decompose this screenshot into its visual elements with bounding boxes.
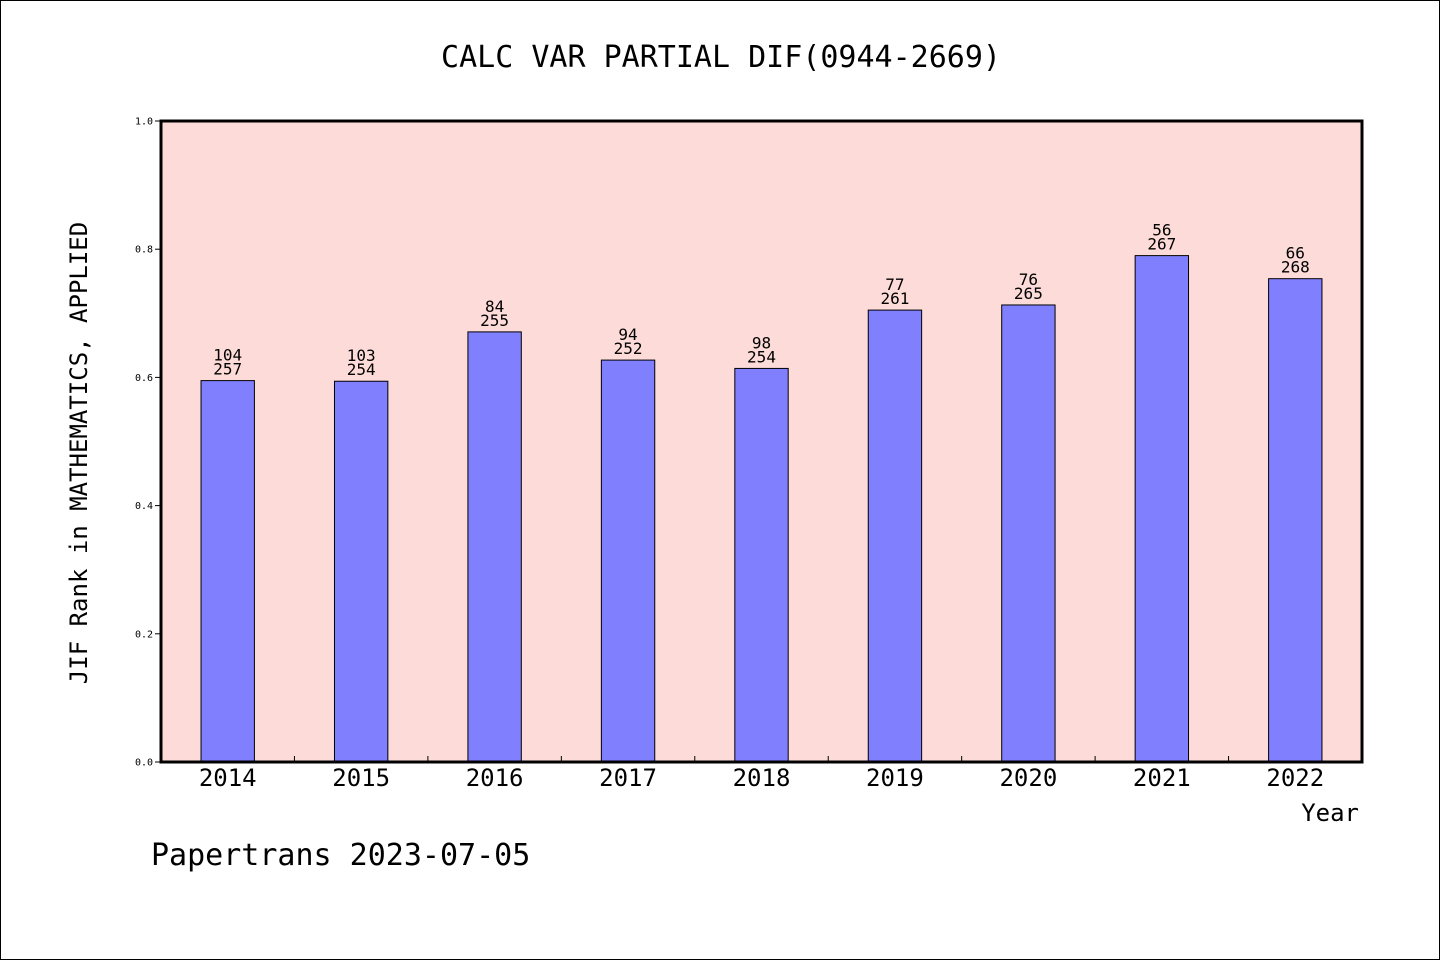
- x-tick-label: 2022: [1266, 764, 1324, 792]
- bar-rank-label: 84: [485, 297, 504, 316]
- footer-text: Papertrans 2023-07-05: [151, 838, 530, 873]
- bar-total-label: 254: [747, 347, 776, 366]
- x-tick-label: 2020: [999, 764, 1057, 792]
- bar-group: [200, 255, 1323, 763]
- x-tick-label: 2019: [866, 764, 924, 792]
- bar-total-label: 254: [347, 360, 376, 379]
- x-axis-label: Year: [1301, 799, 1359, 827]
- x-tick-label: 2016: [466, 764, 524, 792]
- bar-total-label: 265: [1014, 284, 1043, 303]
- bar-2016: [467, 331, 522, 763]
- bar-total-label: 257: [213, 360, 242, 379]
- y-tick-label: 0.0: [135, 758, 153, 769]
- bar-2020: [1001, 304, 1056, 763]
- bar-2018: [734, 367, 789, 763]
- x-axis-ticks: 2014 2015 2016 2017 2018 2019 2020 2021 2022: [199, 756, 1324, 792]
- x-tick-label: 2017: [599, 764, 657, 792]
- plot-border: [159, 119, 1364, 764]
- bar-rank-label: 94: [618, 325, 637, 344]
- bar-rank-label: 66: [1286, 244, 1305, 263]
- y-tick-label: 0.4: [135, 501, 153, 512]
- bar-rank-label: 76: [1019, 270, 1038, 289]
- chart-title: CALC VAR PARTIAL DIF(0944-2669): [441, 40, 1001, 75]
- bar-total-label: 252: [614, 339, 643, 358]
- bar-2021: [1134, 255, 1190, 763]
- bar-2014: [200, 380, 255, 763]
- y-axis-label: JIF Rank in MATHEMATICS, APPLIED: [65, 222, 93, 684]
- y-tick-label: 0.2: [135, 629, 153, 640]
- x-tick-label: 2014: [199, 764, 257, 792]
- bar-rank-label: 77: [885, 275, 904, 294]
- bar-rank-label: 56: [1152, 221, 1171, 240]
- bar-2017: [600, 359, 656, 763]
- bar-2019: [867, 309, 923, 763]
- y-tick-label: 1.0: [135, 117, 153, 128]
- bar-2022: [1268, 278, 1323, 763]
- bar-rank-label: 104: [213, 346, 242, 365]
- bar-total-label: 267: [1147, 235, 1176, 254]
- bar-total-label: 255: [480, 311, 509, 330]
- y-tick-label: 0.8: [135, 245, 153, 256]
- bar-total-label: 268: [1281, 258, 1310, 277]
- bar-rank-label: 103: [347, 346, 376, 365]
- x-tick-label: 2015: [332, 764, 390, 792]
- y-tick-label: 0.6: [135, 373, 153, 384]
- bar-total-label: 261: [880, 289, 909, 308]
- bar-2015: [333, 380, 389, 763]
- x-tick-label: 2021: [1133, 764, 1191, 792]
- bar-rank-label: 98: [752, 333, 771, 352]
- y-axis-ticks: 0.0 0.2 0.4 0.6 0.8 1.0: [135, 117, 161, 769]
- x-tick-label: 2018: [733, 764, 791, 792]
